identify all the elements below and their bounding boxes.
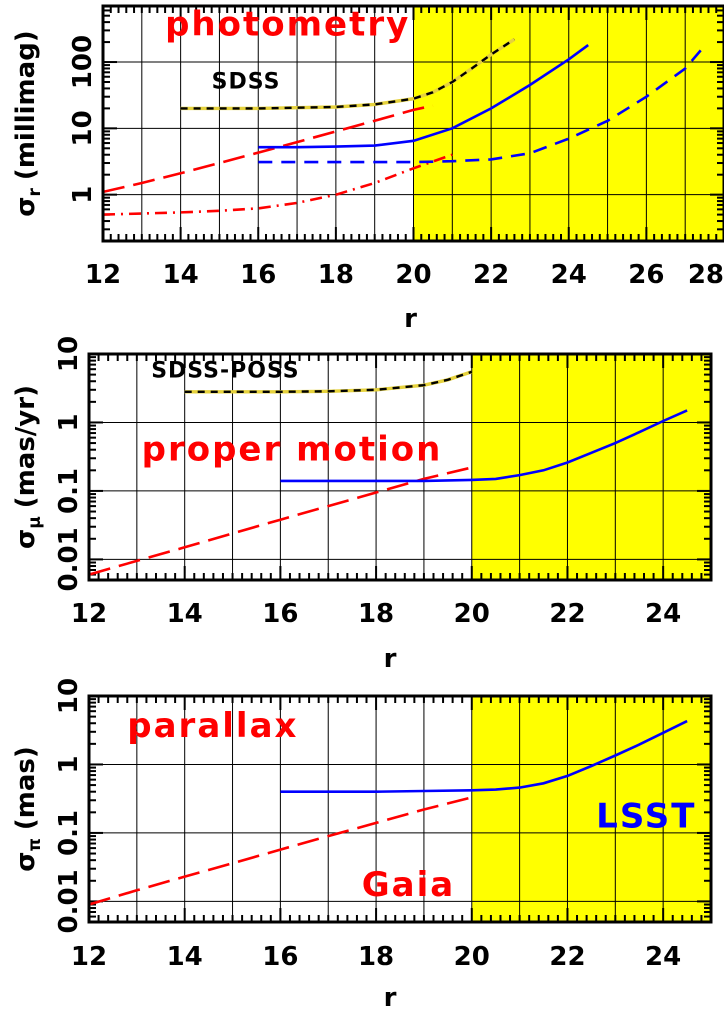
annotation-lsst: LSST <box>596 797 696 837</box>
panel-parallax: 12 14 16 18 20 22 24 0.01 0.1 1 10 r σπ(mas) parallax… <box>11 678 713 1013</box>
x-axis-title: r <box>384 983 397 1013</box>
x-tick-label: 18 <box>358 599 394 629</box>
shaded-region <box>471 354 711 580</box>
x-axis-title: r <box>404 304 417 334</box>
x-tick-label: 22 <box>473 260 509 290</box>
annotation-proper-motion: proper motion <box>142 429 443 469</box>
curves <box>89 719 688 906</box>
series-line-blue-solid <box>280 719 688 794</box>
y-axis-title: σπ(mas) <box>11 746 45 872</box>
shaded-region <box>471 696 711 922</box>
x-tick-label: 20 <box>395 260 431 290</box>
series-line-sdss <box>180 38 516 110</box>
y-tick-label: 0.1 <box>54 468 84 514</box>
y-tick-label: 1 <box>54 755 84 773</box>
panel-photometry: 12 14 16 18 20 22 24 26 28 1 10 100 r σr(millimag) pho… <box>11 4 724 334</box>
plot-frame <box>87 352 713 582</box>
x-tick-label: 16 <box>262 599 298 629</box>
y-axis-title: σr(millimag) <box>11 30 45 216</box>
annotation-sdss-poss: SDSS-POSS <box>151 359 299 384</box>
x-tick-label: 18 <box>358 942 394 972</box>
y-tick-label: 1 <box>68 186 98 204</box>
x-tick-label: 22 <box>549 942 585 972</box>
y-tick-label: 100 <box>68 35 98 89</box>
curves <box>103 37 702 216</box>
x-tick-label: 24 <box>551 260 587 290</box>
series-line-red-longdash <box>89 466 473 576</box>
x-axis-title: r <box>384 644 397 674</box>
y-tick-label: 1 <box>54 413 84 431</box>
x-tick-label: 28 <box>688 260 724 290</box>
x-tick-label: 14 <box>167 599 203 629</box>
x-tick-label: 14 <box>163 260 199 290</box>
y-tick-label: 10 <box>68 110 98 146</box>
y-tick-label: 10 <box>54 336 84 372</box>
plot-frame <box>101 4 724 243</box>
x-tick-label: 12 <box>71 599 107 629</box>
y-tick-label: 0.01 <box>54 869 84 933</box>
x-tick-label: 14 <box>167 942 203 972</box>
curves <box>89 370 688 576</box>
x-tick-label: 12 <box>71 942 107 972</box>
series-line-sdss-poss <box>184 370 473 393</box>
x-tick-label: 18 <box>318 260 354 290</box>
annotation-parallax: parallax <box>127 706 298 746</box>
x-tick-label: 22 <box>549 599 585 629</box>
y-tick-label: 0.1 <box>54 810 84 856</box>
x-tick-label: 24 <box>645 599 681 629</box>
x-tick-label: 12 <box>85 260 121 290</box>
y-tick-label: 10 <box>54 678 84 714</box>
series-line-red-longdash <box>103 104 434 194</box>
x-tick-label: 16 <box>240 260 276 290</box>
series-line-red-longdash <box>89 796 473 906</box>
x-tick-label: 16 <box>262 942 298 972</box>
series-line-blue-solid <box>258 44 589 149</box>
y-axis-title: σμ(mas/yr) <box>11 385 45 549</box>
plot-frame <box>87 694 713 924</box>
panel-proper-motion: 12 14 16 18 20 22 24 0.01 0.1 1 10 r σμ(mas/yr) SDSS-… <box>11 336 713 674</box>
series-line-red-dashdot <box>103 153 453 216</box>
x-tick-label: 24 <box>645 942 681 972</box>
series-line-blue-solid <box>280 409 688 483</box>
x-tick-label: 26 <box>628 260 664 290</box>
x-tick-label: 20 <box>454 599 490 629</box>
x-tick-label: 20 <box>454 942 490 972</box>
annotation-photometry: photometry <box>165 5 410 45</box>
series-line-blue-dash <box>258 49 702 164</box>
annotation-gaia: Gaia <box>362 865 455 905</box>
annotation-sdss: SDSS <box>212 69 281 94</box>
y-tick-label: 0.01 <box>54 527 84 591</box>
